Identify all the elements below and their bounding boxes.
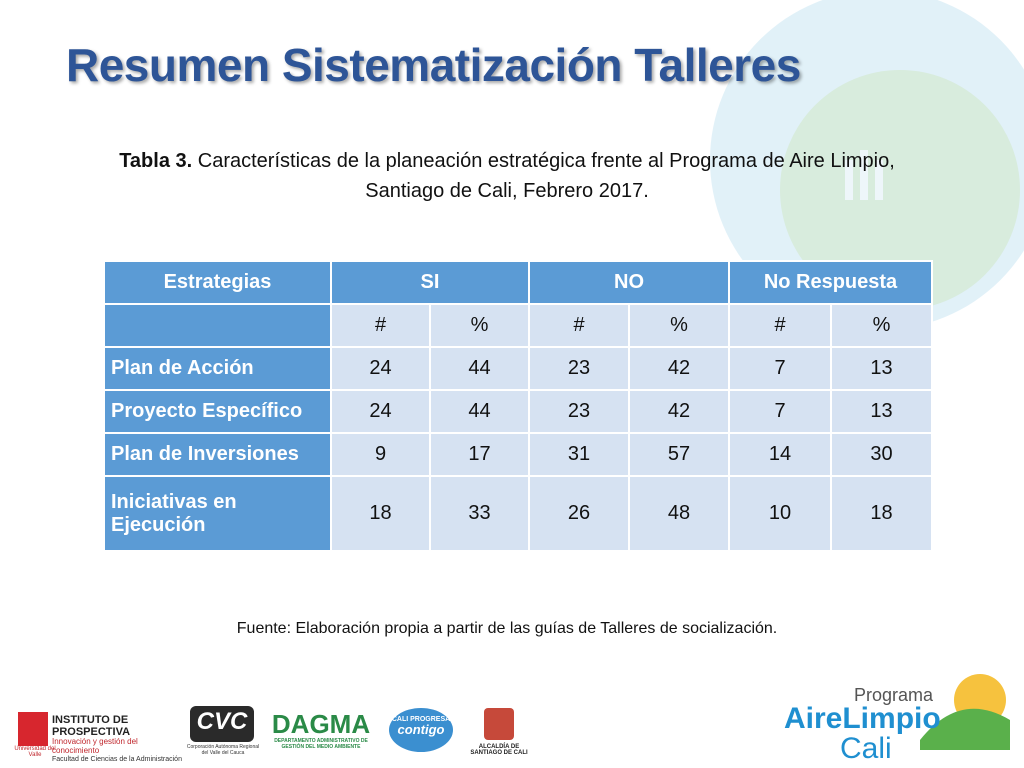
- cell: 42: [628, 346, 730, 391]
- alcaldia-shield: [484, 708, 514, 740]
- logo-tagline: DEPARTAMENTO ADMINISTRATIVO DE GESTIÓN D…: [274, 738, 368, 750]
- cell: 23: [528, 346, 630, 391]
- program-city: Cali: [840, 732, 892, 765]
- cell: 30: [830, 432, 933, 477]
- cell: 17: [429, 432, 530, 477]
- program-logo: Programa AireLimpio Cali: [784, 686, 954, 764]
- subheader-cell: %: [429, 303, 530, 348]
- cell: 44: [429, 389, 530, 434]
- column-header: Estrategias: [103, 260, 332, 305]
- header-row: Estrategias SI NO No Respuesta: [103, 260, 933, 305]
- cell: 13: [830, 346, 933, 391]
- source-note: Fuente: Elaboración propia a partir de l…: [236, 620, 778, 637]
- subheader-cell: #: [728, 303, 832, 348]
- row-label: Iniciativas en Ejecución: [103, 475, 332, 552]
- globe-land: [780, 70, 1020, 310]
- cell: 14: [728, 432, 832, 477]
- cell: 18: [330, 475, 431, 552]
- univalle-logo: INSTITUTO DE PROSPECTIVA Innovación y ge…: [52, 714, 182, 763]
- cell: 33: [429, 475, 530, 552]
- cell: 7: [728, 346, 832, 391]
- logo-faculty: Facultad de Ciencias de la Administració…: [52, 755, 182, 763]
- univalle-shield: [18, 712, 48, 746]
- caption-label: Tabla 3.: [119, 150, 193, 172]
- cell: 44: [429, 346, 530, 391]
- dagma-logo: DAGMA DEPARTAMENTO ADMINISTRATIVO DE GES…: [268, 710, 374, 750]
- cell: 57: [628, 432, 730, 477]
- row-label: Plan de Inversiones: [103, 432, 332, 477]
- program-label: Programa: [854, 685, 934, 705]
- cvc-tagline: Corporación Autónoma Regional del Valle …: [186, 744, 260, 756]
- cell: 9: [330, 432, 431, 477]
- column-header: SI: [330, 260, 530, 305]
- logo-name: DAGMA: [271, 709, 371, 739]
- data-table: Estrategias SI NO No Respuesta #% #% #% Plan de…: [103, 260, 933, 552]
- cell: 42: [628, 389, 730, 434]
- logo-name: INSTITUTO DE PROSPECTIVA: [52, 714, 131, 739]
- cali-logo: CALI PROGRESA contigo: [390, 716, 452, 736]
- subheader-blank: [103, 303, 332, 348]
- cell: 26: [528, 475, 630, 552]
- logo-name: CALI PROGRESA: [391, 716, 451, 723]
- cvc-logo: CVC: [196, 708, 248, 735]
- cell: 31: [528, 432, 630, 477]
- caption-text: Características de la planeación estraté…: [197, 150, 895, 202]
- column-header: No Respuesta: [728, 260, 933, 305]
- program-name: AireLimpio: [784, 702, 941, 735]
- cell: 7: [728, 389, 832, 434]
- alcaldia-logo: ALCALDÍA DE SANTIAGO DE CALI: [470, 744, 528, 756]
- chapel-icon: [845, 150, 883, 200]
- table-caption: Tabla 3. Características de la planeació…: [90, 146, 924, 206]
- column-header: NO: [528, 260, 730, 305]
- subheader-cell: %: [830, 303, 933, 348]
- subheader-cell: #: [528, 303, 630, 348]
- cell: 18: [830, 475, 933, 552]
- cell: 10: [728, 475, 832, 552]
- cell: 24: [330, 389, 431, 434]
- data-row: Plan de Acción 24 44 23 42 7 13: [103, 346, 933, 391]
- data-row: Iniciativas en Ejecución 18 33 26 48 10 18: [103, 475, 933, 552]
- data-row: Plan de Inversiones 9 17 31 57 14 30: [103, 432, 933, 477]
- univalle-label: Universidad del Valle: [14, 746, 56, 758]
- subheader-row: #% #% #%: [103, 303, 933, 348]
- slide-title: Resumen Sistematización Talleres: [66, 39, 801, 91]
- data-row: Proyecto Específico 24 44 23 42 7 13: [103, 389, 933, 434]
- row-label: Plan de Acción: [103, 346, 332, 391]
- logo-tagline: Innovación y gestión del conocimiento: [52, 737, 138, 755]
- subheader-cell: %: [628, 303, 730, 348]
- cell: 13: [830, 389, 933, 434]
- row-label: Proyecto Específico: [103, 389, 332, 434]
- hill: [920, 708, 1010, 750]
- cvc-badge: [190, 706, 254, 742]
- cell: 23: [528, 389, 630, 434]
- cell: 24: [330, 346, 431, 391]
- cali-badge: [389, 708, 453, 752]
- logo-tagline: contigo: [397, 722, 445, 737]
- subheader-cell: #: [330, 303, 431, 348]
- cell: 48: [628, 475, 730, 552]
